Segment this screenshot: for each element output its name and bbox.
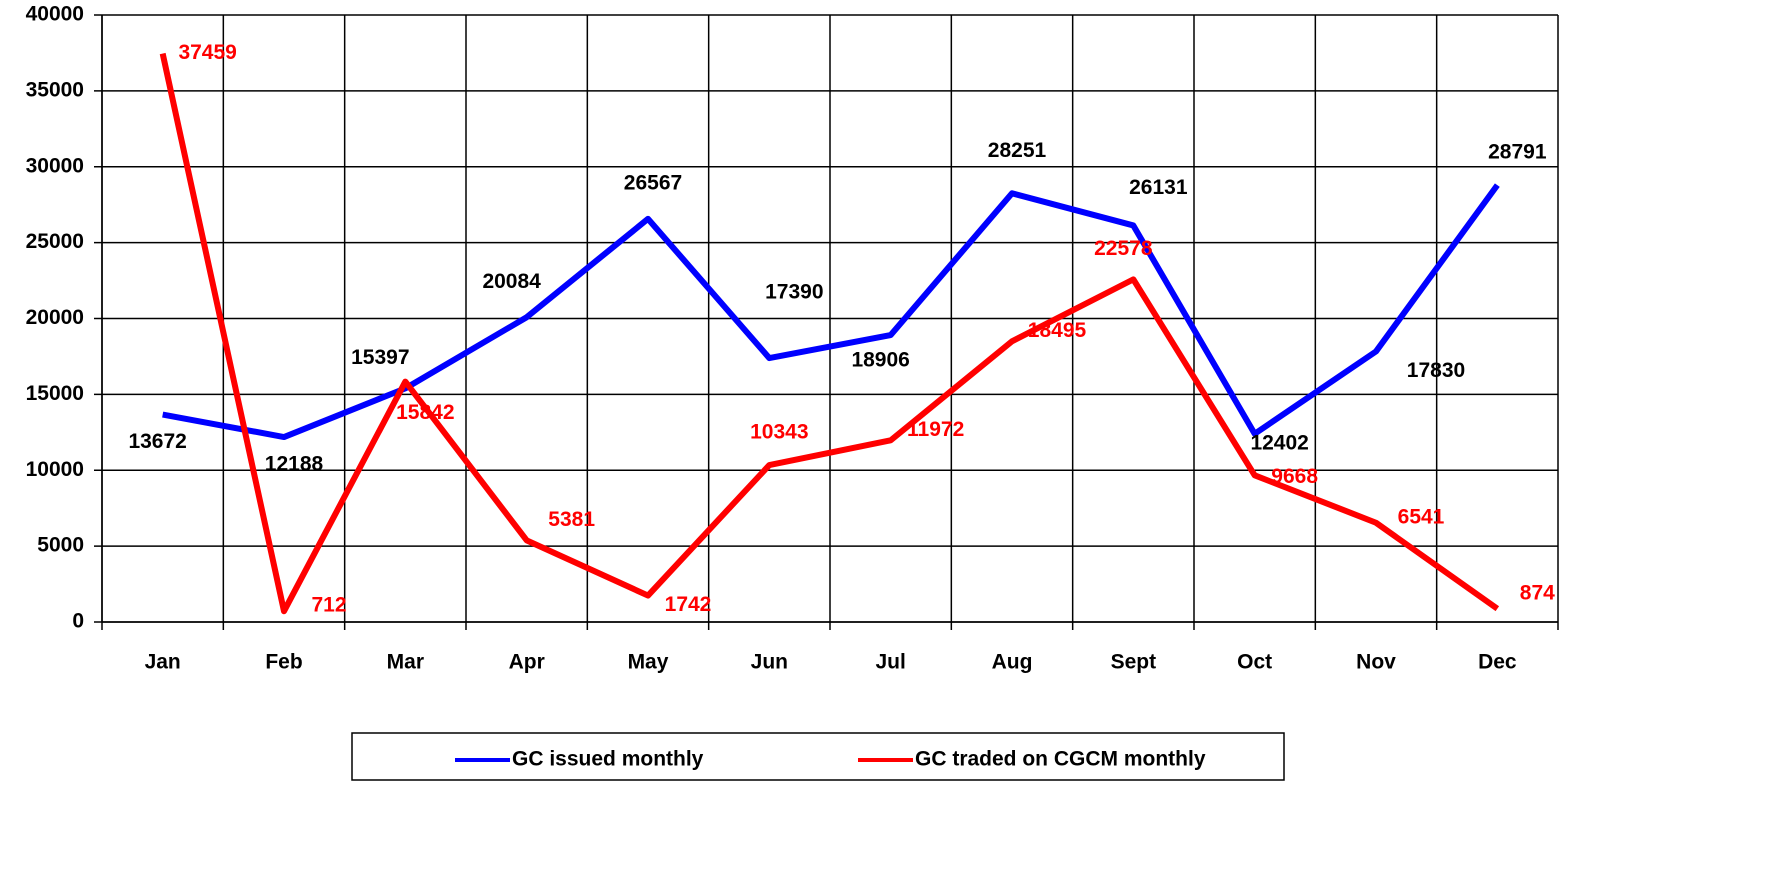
series-line [159, 52, 1500, 615]
y-tick-label: 20000 [26, 306, 84, 329]
data-label: 22578 [1094, 237, 1153, 260]
x-tick-label: Oct [1237, 651, 1272, 674]
data-label: 10343 [750, 421, 808, 444]
y-tick-label: 0 [72, 610, 84, 633]
data-label: 712 [311, 594, 346, 617]
x-tick-label: Mar [387, 651, 424, 674]
data-label: 874 [1520, 581, 1555, 604]
data-label: 11972 [907, 418, 964, 441]
legend-box [351, 732, 1285, 781]
data-label: 28791 [1488, 141, 1547, 164]
x-tick-label: Nov [1356, 651, 1396, 674]
data-label: 18906 [851, 349, 909, 372]
x-tick-label: Dec [1478, 651, 1517, 674]
x-tick-label: Sept [1111, 651, 1157, 674]
data-label: 9668 [1271, 465, 1318, 488]
x-tick-label: May [628, 651, 669, 674]
data-label: 17830 [1407, 359, 1465, 382]
data-label: 15842 [396, 401, 454, 424]
data-label: 12188 [265, 453, 324, 476]
data-label: 1742 [665, 593, 712, 616]
x-tick-label: Jun [751, 651, 788, 674]
legend-label: GC traded on CGCM monthly [915, 748, 1206, 771]
y-tick-label: 25000 [26, 230, 84, 253]
y-tick-label: 5000 [37, 534, 84, 557]
x-tick-label: Apr [509, 651, 545, 674]
series-line [162, 183, 1500, 441]
data-label: 37459 [178, 41, 236, 64]
data-label: 12402 [1250, 431, 1308, 454]
data-label: 26131 [1129, 176, 1188, 199]
data-label: 20084 [482, 270, 541, 293]
data-label: 5381 [548, 508, 595, 531]
y-tick-label: 40000 [26, 3, 84, 26]
y-tick-label: 35000 [26, 78, 84, 101]
x-tick-label: Jul [875, 651, 905, 674]
data-label: 15397 [351, 346, 409, 369]
x-tick-label: Feb [265, 651, 302, 674]
legend-label: GC issued monthly [512, 748, 704, 771]
data-label: 17390 [765, 281, 823, 304]
data-label: 26567 [624, 171, 682, 194]
data-label: 18495 [1028, 319, 1087, 342]
y-tick-label: 15000 [26, 382, 84, 405]
data-label: 13672 [128, 430, 186, 453]
data-label: 6541 [1398, 505, 1445, 528]
y-tick-label: 10000 [26, 458, 84, 481]
y-tick-label: 30000 [26, 154, 84, 177]
x-tick-label: Aug [992, 651, 1033, 674]
x-tick-label: Jan [145, 651, 181, 674]
data-label: 28251 [988, 139, 1047, 162]
